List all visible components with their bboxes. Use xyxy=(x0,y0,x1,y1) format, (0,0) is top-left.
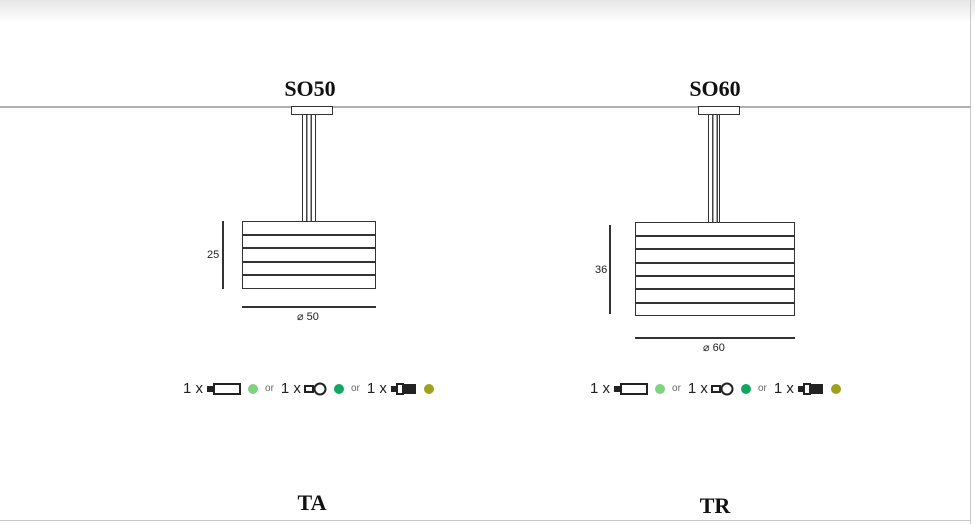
diameter-dimension xyxy=(635,337,795,339)
model-title: SO60 xyxy=(689,76,741,101)
ceiling-line xyxy=(0,106,971,108)
bulb-color-dot xyxy=(333,383,344,394)
bulb-qty: 1 x xyxy=(366,380,387,397)
or-label: or xyxy=(350,383,360,394)
model-title: SO50 xyxy=(284,76,336,101)
diameter-label: ⌀ 60 xyxy=(703,342,725,354)
lamp-shade xyxy=(242,221,376,289)
frame-border xyxy=(970,0,971,524)
bulb-qty: 1 x xyxy=(183,380,204,397)
or-label: or xyxy=(757,383,767,394)
bulb-qty: 1 x xyxy=(590,380,611,397)
bulb-color-dot xyxy=(248,383,259,394)
diameter-dimension xyxy=(242,306,376,308)
bulb-color-dot xyxy=(740,383,751,394)
bulb-color-dot xyxy=(830,383,841,394)
globe-bulb-icon xyxy=(303,382,327,395)
top-band xyxy=(0,0,975,22)
model-code: TA xyxy=(297,490,327,515)
diameter-label: ⌀ 50 xyxy=(297,311,319,323)
tube-bulb-icon xyxy=(207,382,242,395)
bulb-qty: 1 x xyxy=(773,380,794,397)
height-label: 25 xyxy=(207,249,220,261)
bulb-color-dot xyxy=(655,383,666,394)
halogen-bulb-icon xyxy=(390,382,416,395)
ceiling-canopy xyxy=(291,106,333,115)
model-code: TR xyxy=(699,493,731,518)
height-dimension xyxy=(609,225,611,314)
or-label: or xyxy=(672,383,681,394)
bulb-options: 1 x or 1 x or 1 x xyxy=(590,380,841,397)
or-label: or xyxy=(265,383,274,394)
suspension-stem xyxy=(302,115,316,221)
bulb-qty: 1 x xyxy=(687,380,708,397)
lamp-shade xyxy=(635,222,795,316)
bulb-qty: 1 x xyxy=(280,380,301,397)
bulb-color-dot xyxy=(423,383,434,394)
globe-bulb-icon xyxy=(710,382,734,395)
height-label: 36 xyxy=(595,264,608,276)
ceiling-canopy xyxy=(698,106,740,115)
halogen-bulb-icon xyxy=(797,382,823,395)
suspension-stem xyxy=(708,115,720,222)
bulb-options: 1 x or 1 x or 1 x xyxy=(183,380,434,397)
height-dimension xyxy=(222,221,224,289)
tube-bulb-icon xyxy=(614,382,649,395)
frame-border xyxy=(0,520,971,521)
